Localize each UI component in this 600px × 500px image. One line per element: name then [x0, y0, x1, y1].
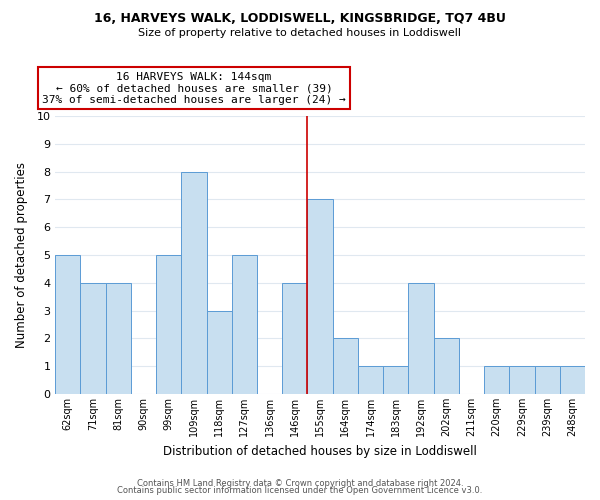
Bar: [560, 366, 585, 394]
Bar: [206, 310, 232, 394]
Text: Contains public sector information licensed under the Open Government Licence v3: Contains public sector information licen…: [118, 486, 482, 495]
Bar: [106, 283, 131, 394]
X-axis label: Distribution of detached houses by size in Loddiswell: Distribution of detached houses by size …: [163, 444, 477, 458]
Bar: [409, 283, 434, 394]
Text: Size of property relative to detached houses in Loddiswell: Size of property relative to detached ho…: [139, 28, 461, 38]
Bar: [535, 366, 560, 394]
Bar: [509, 366, 535, 394]
Bar: [232, 255, 257, 394]
Bar: [80, 283, 106, 394]
Text: 16 HARVEYS WALK: 144sqm
← 60% of detached houses are smaller (39)
37% of semi-de: 16 HARVEYS WALK: 144sqm ← 60% of detache…: [42, 72, 346, 105]
Text: 16, HARVEYS WALK, LODDISWELL, KINGSBRIDGE, TQ7 4BU: 16, HARVEYS WALK, LODDISWELL, KINGSBRIDG…: [94, 12, 506, 26]
Bar: [156, 255, 181, 394]
Bar: [484, 366, 509, 394]
Y-axis label: Number of detached properties: Number of detached properties: [15, 162, 28, 348]
Bar: [333, 338, 358, 394]
Bar: [181, 172, 206, 394]
Bar: [358, 366, 383, 394]
Bar: [307, 200, 333, 394]
Bar: [55, 255, 80, 394]
Bar: [282, 283, 307, 394]
Bar: [434, 338, 459, 394]
Text: Contains HM Land Registry data © Crown copyright and database right 2024.: Contains HM Land Registry data © Crown c…: [137, 478, 463, 488]
Bar: [383, 366, 409, 394]
